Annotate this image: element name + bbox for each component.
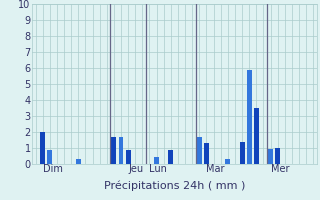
X-axis label: Précipitations 24h ( mm ): Précipitations 24h ( mm ) — [104, 181, 245, 191]
Bar — [247, 70, 252, 164]
Bar — [40, 132, 45, 164]
Bar — [240, 142, 244, 164]
Bar — [268, 149, 273, 164]
Bar — [76, 159, 81, 164]
Bar — [275, 148, 280, 164]
Text: Mer: Mer — [270, 164, 289, 174]
Text: Lun: Lun — [149, 164, 167, 174]
Bar — [204, 143, 209, 164]
Bar — [197, 137, 202, 164]
Bar — [168, 150, 173, 164]
Bar — [111, 137, 116, 164]
Bar — [126, 150, 131, 164]
Text: Mar: Mar — [206, 164, 225, 174]
Bar — [225, 159, 230, 164]
Bar — [118, 137, 124, 164]
Bar — [154, 157, 159, 164]
Bar — [254, 108, 259, 164]
Text: Jeu: Jeu — [128, 164, 143, 174]
Bar — [47, 150, 52, 164]
Text: Dim: Dim — [43, 164, 62, 174]
